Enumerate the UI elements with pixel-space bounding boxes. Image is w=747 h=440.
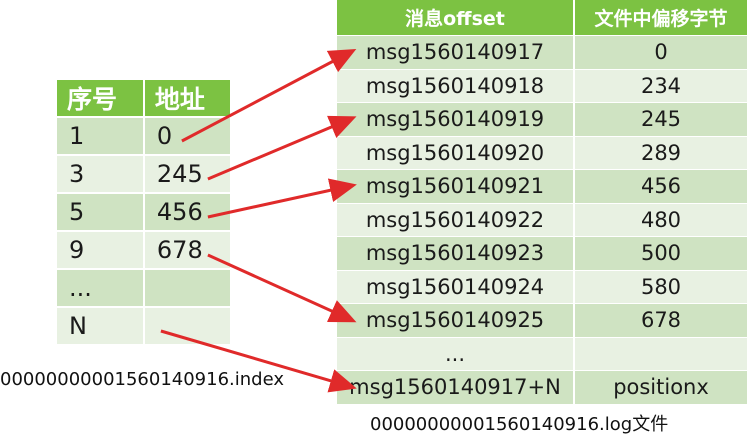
index-table: 序号 地址 1 0 3 245 5 456 9 678 ... N [57, 80, 230, 344]
log-msg-cell: msg1560140917+N [337, 370, 575, 404]
index-row: N [57, 306, 230, 344]
index-seq-cell: 9 [57, 230, 145, 268]
log-position-cell: 245 [575, 102, 747, 136]
index-row: 1 0 [57, 116, 230, 154]
log-row: msg1560140921 456 [337, 169, 747, 203]
index-header-address: 地址 [144, 80, 230, 116]
log-position-cell: 500 [575, 236, 747, 270]
log-msg-cell: msg1560140919 [337, 102, 575, 136]
log-msg-cell: msg1560140918 [337, 68, 575, 102]
log-row: msg1560140925 678 [337, 303, 747, 337]
index-header-seq: 序号 [57, 80, 145, 116]
log-msg-cell: msg1560140917 [337, 35, 575, 69]
pointer-arrow [207, 178, 357, 219]
index-seq-cell: 5 [57, 192, 145, 230]
index-row: 3 245 [57, 154, 230, 192]
index-file-caption: 00000000001560140916.index [0, 369, 285, 390]
log-header-position: 文件中偏移字节 [575, 0, 747, 35]
index-row: ... [57, 268, 230, 306]
log-position-cell: 580 [575, 269, 747, 303]
log-position-cell: 456 [575, 169, 747, 203]
log-msg-cell: msg1560140920 [337, 135, 575, 169]
index-address-cell: 678 [144, 230, 230, 268]
log-row: msg1560140924 580 [337, 269, 747, 303]
index-header-row: 序号 地址 [57, 80, 230, 116]
index-seq-cell: 1 [57, 116, 145, 154]
index-row: 5 456 [57, 192, 230, 230]
log-position-cell: 480 [575, 202, 747, 236]
log-position-cell: 234 [575, 68, 747, 102]
log-msg-cell: ... [337, 336, 575, 370]
index-address-cell: 245 [144, 154, 230, 192]
log-file-caption: 00000000001560140916.log文件 [370, 414, 669, 435]
log-position-cell [575, 336, 747, 370]
index-address-cell: 456 [144, 192, 230, 230]
log-msg-cell: msg1560140925 [337, 303, 575, 337]
pointer-arrow [207, 253, 357, 323]
index-seq-cell: ... [57, 268, 145, 306]
log-header-offset: 消息offset [337, 0, 575, 35]
log-row: ... [337, 336, 747, 370]
log-row: msg1560140923 500 [337, 236, 747, 270]
index-row: 9 678 [57, 230, 230, 268]
log-row: msg1560140917+N positionx [337, 370, 747, 404]
log-row: msg1560140918 234 [337, 68, 747, 102]
pointer-arrow [160, 329, 357, 393]
log-position-cell: 678 [575, 303, 747, 337]
log-position-cell: 0 [575, 35, 747, 69]
log-row: msg1560140919 245 [337, 102, 747, 136]
log-msg-cell: msg1560140921 [337, 169, 575, 203]
index-seq-cell: N [57, 306, 145, 344]
pointer-arrow [207, 115, 357, 181]
log-row: msg1560140920 289 [337, 135, 747, 169]
index-seq-cell: 3 [57, 154, 145, 192]
log-table: 消息offset 文件中偏移字节 msg1560140917 0 msg1560… [337, 0, 747, 404]
pointer-arrow [181, 48, 357, 143]
log-row: msg1560140917 0 [337, 35, 747, 69]
log-position-cell: positionx [575, 370, 747, 404]
log-header-row: 消息offset 文件中偏移字节 [337, 0, 747, 35]
log-msg-cell: msg1560140922 [337, 202, 575, 236]
log-msg-cell: msg1560140923 [337, 236, 575, 270]
log-row: msg1560140922 480 [337, 202, 747, 236]
log-msg-cell: msg1560140924 [337, 269, 575, 303]
log-position-cell: 289 [575, 135, 747, 169]
index-address-cell [144, 268, 230, 306]
